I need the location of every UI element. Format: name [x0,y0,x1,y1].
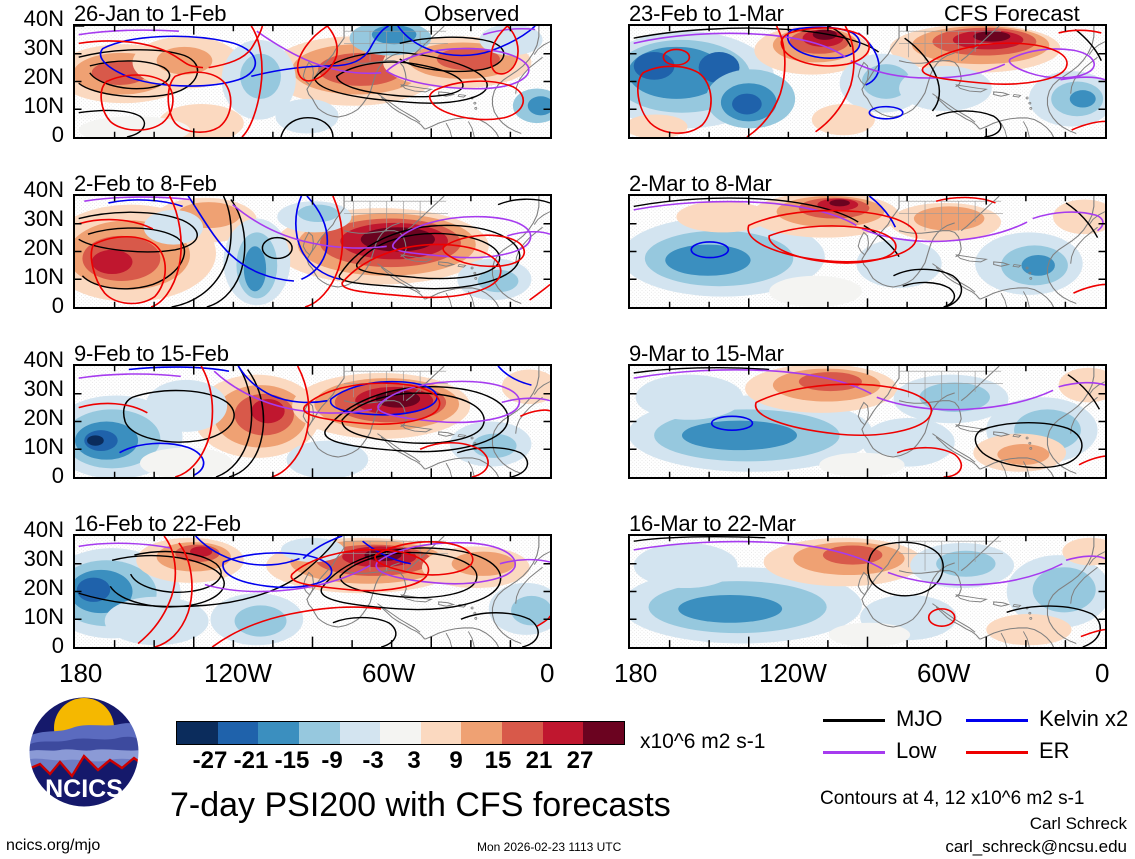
legend-line-low [823,751,885,754]
colorbar[interactable] [176,721,625,745]
ylabel-r1-10N: 10N [23,264,64,289]
author-email: carl_schreck@ncsu.edu [945,837,1127,856]
panel-4-field [630,26,1105,137]
panel-6-field [630,366,1105,477]
colorbar-swatch-2 [258,722,299,744]
panel-3-observed-16feb-22feb[interactable] [73,534,552,649]
site-url: ncics.org/mjo [6,837,101,854]
ylabel-r0-0: 0 [51,122,64,147]
panel-5-field [630,196,1105,307]
panel-4-forecast-23feb-1mar[interactable] [628,24,1107,139]
ylabel-r3-0: 0 [51,633,64,658]
legend-line-mjo [823,719,885,722]
ylabel-r2-40N: 40N [23,347,64,372]
panel-title-2: 9-Feb to 15-Feb [74,341,229,366]
panel-7-forecast-16mar-22mar[interactable] [628,534,1107,649]
xlabel-left-60W: 60W [362,658,416,688]
panel-1-field [75,196,550,307]
legend-line-kelvin [966,719,1028,722]
panel-5-forecast-2mar-8mar[interactable] [628,194,1107,309]
legend-line-er [966,751,1028,754]
ylabel-r1-40N: 40N [23,177,64,202]
colorbar-swatch-0 [177,722,218,744]
colorbar-tick-21: 21 [525,747,553,774]
colorbar-tick-27: 27 [566,747,594,774]
ylabel-r2-30N: 30N [23,376,64,401]
legend-label-kelvin: Kelvin x2 [1039,706,1129,731]
colorbar-tick--9: -9 [321,747,343,774]
panel-title-3: 16-Feb to 22-Feb [74,511,241,536]
ylabel-r2-10N: 10N [23,434,64,459]
panel-title-1: 2-Feb to 8-Feb [74,171,217,196]
ylabel-r3-20N: 20N [23,575,64,600]
panel-2-field [75,366,550,477]
main-title: 7-day PSI200 with CFS forecasts [170,786,671,824]
panel-0-observed-26jan-1feb[interactable] [73,24,552,139]
colorbar-tick-9: 9 [449,747,463,774]
panel-title-4: 23-Feb to 1-Mar [629,1,784,26]
colorbar-swatch-1 [217,722,259,744]
xlabel-right-0: 0 [1095,658,1110,688]
colorbar-tick--27: -27 [192,747,228,774]
colorbar-tick-3: 3 [407,747,421,774]
colorbar-tick--21: -21 [233,747,269,774]
colorbar-swatch-4 [339,722,381,744]
ylabel-r0-30N: 30N [23,35,64,60]
column-header-observed: Observed [424,1,520,26]
colorbar-swatch-3 [298,722,340,744]
generation-timestamp: Mon 2026-02-23 1113 UTC [477,840,622,854]
legend-label-mjo: MJO [896,706,943,731]
panel-6-forecast-9mar-15mar[interactable] [628,364,1107,479]
ylabel-r1-20N: 20N [23,235,64,260]
ylabel-r3-40N: 40N [23,517,64,542]
colorbar-swatch-5 [380,722,421,744]
panel-3-field [75,536,550,647]
panel-title-7: 16-Mar to 22-Mar [629,511,796,536]
colorbar-tick--3: -3 [362,747,384,774]
xlabel-left-0: 0 [540,658,555,688]
ylabel-r2-20N: 20N [23,405,64,430]
legend-label-low: Low [896,738,937,763]
colorbar-swatch-6 [420,722,462,744]
xlabel-left-180: 180 [59,658,103,688]
panel-title-5: 2-Mar to 8-Mar [629,171,772,196]
ylabel-r2-0: 0 [51,463,64,488]
ylabel-r1-30N: 30N [23,206,64,231]
ylabel-r0-40N: 40N [23,6,64,31]
ylabel-r3-10N: 10N [23,604,64,629]
ncics-logo: NCICS [28,696,140,808]
colorbar-swatch-7 [461,722,503,744]
xlabel-right-120W: 120W [759,658,827,688]
panel-title-0: 26-Jan to 1-Feb [74,1,227,26]
ylabel-r1-0: 0 [51,293,64,318]
xlabel-left-120W: 120W [204,658,272,688]
xlabel-right-180: 180 [614,658,658,688]
colorbar-swatch-9 [542,722,584,744]
column-header-forecast: CFS Forecast [944,1,1080,26]
colorbar-swatch-8 [502,722,543,744]
xlabel-right-60W: 60W [917,658,971,688]
ncics-logo-text: NCICS [45,775,123,803]
panel-2-observed-9feb-15feb[interactable] [73,364,552,479]
panel-title-6: 9-Mar to 15-Mar [629,341,784,366]
legend-label-er: ER [1039,738,1070,763]
contour-note: Contours at 4, 12 x10^6 m2 s-1 [820,788,1085,809]
panel-0-field [75,26,550,137]
colorbar-swatch-10 [583,722,625,744]
ylabel-r0-20N: 20N [23,64,64,89]
colorbar-tick-15: 15 [484,747,512,774]
ylabel-r3-30N: 30N [23,546,64,571]
colorbar-tick--15: -15 [274,747,310,774]
panel-1-observed-2feb-8feb[interactable] [73,194,552,309]
panel-7-field [630,536,1105,647]
ylabel-r0-10N: 10N [23,93,64,118]
colorbar-units-label: x10^6 m2 s-1 [640,730,766,753]
author-name: Carl Schreck [1029,814,1127,833]
